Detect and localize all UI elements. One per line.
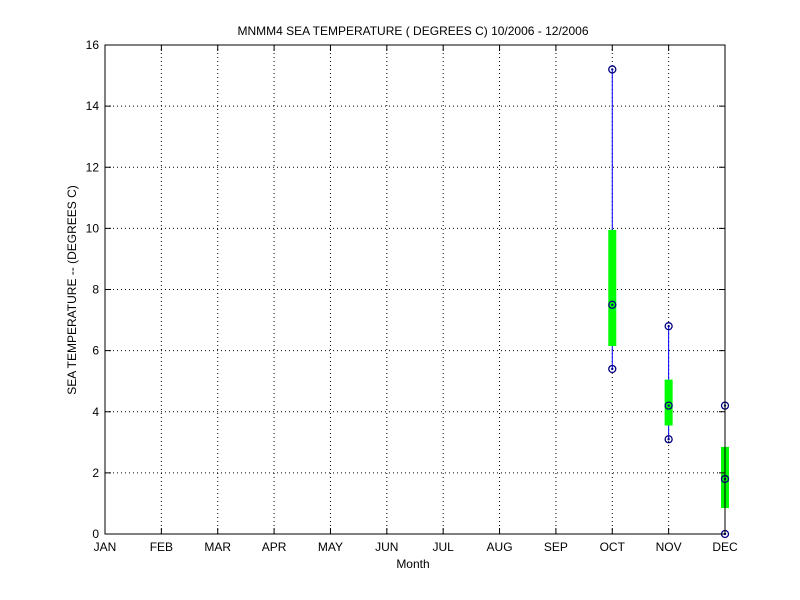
max-marker bbox=[608, 65, 617, 74]
max-marker-dot bbox=[611, 68, 614, 71]
tick-marks bbox=[104, 44, 726, 535]
y-tick-label: 6 bbox=[92, 344, 99, 358]
y-tick-label: 8 bbox=[92, 283, 99, 297]
x-tick-label: APR bbox=[262, 540, 287, 554]
min-marker bbox=[664, 435, 673, 444]
y-tick-labels: 0 2 4 6 8 10 12 14 16 bbox=[86, 38, 100, 541]
x-tick-labels: JAN FEB MAR APR MAY JUN JUL AUG SEP OCT NOV DEC bbox=[94, 540, 738, 554]
x-tick-label: JUN bbox=[375, 540, 398, 554]
x-tick-label: JAN bbox=[94, 540, 117, 554]
median-marker-dot bbox=[667, 404, 670, 407]
max-marker-dot bbox=[667, 324, 670, 328]
x-tick-label: SEP bbox=[544, 540, 568, 554]
y-tick-label: 10 bbox=[86, 221, 100, 235]
y-tick-label: 0 bbox=[92, 527, 99, 541]
y-tick-label: 14 bbox=[86, 99, 100, 113]
box-nov bbox=[664, 322, 673, 444]
box-oct bbox=[608, 65, 617, 374]
x-axis-label: Month bbox=[396, 557, 429, 571]
x-tick-label: JUL bbox=[433, 540, 455, 554]
y-tick-label: 12 bbox=[86, 160, 100, 174]
x-tick-label: OCT bbox=[600, 540, 626, 554]
x-tick-label: AUG bbox=[487, 540, 513, 554]
median-marker bbox=[608, 300, 617, 309]
y-tick-label: 4 bbox=[92, 405, 99, 419]
x-tick-label: DEC bbox=[712, 540, 738, 554]
max-marker bbox=[664, 322, 673, 331]
x-tick-label: FEB bbox=[150, 540, 173, 554]
iqr-box bbox=[608, 229, 617, 347]
min-marker-dot bbox=[611, 367, 614, 371]
y-tick-label: 16 bbox=[86, 38, 100, 52]
min-marker-dot bbox=[667, 438, 670, 441]
plot-area bbox=[104, 44, 730, 539]
median-marker-dot bbox=[611, 303, 614, 306]
x-tick-label: MAY bbox=[318, 540, 343, 554]
chart-title: MNMM4 SEA TEMPERATURE ( DEGREES C) 10/20… bbox=[237, 24, 588, 38]
min-marker bbox=[608, 364, 617, 374]
x-tick-label: NOV bbox=[656, 540, 682, 554]
y-axis-label: SEA TEMPERATURE -- (DEGREES C) bbox=[65, 185, 79, 395]
x-tick-label: MAR bbox=[204, 540, 231, 554]
median-marker bbox=[664, 401, 673, 410]
y-tick-label: 2 bbox=[92, 466, 99, 480]
